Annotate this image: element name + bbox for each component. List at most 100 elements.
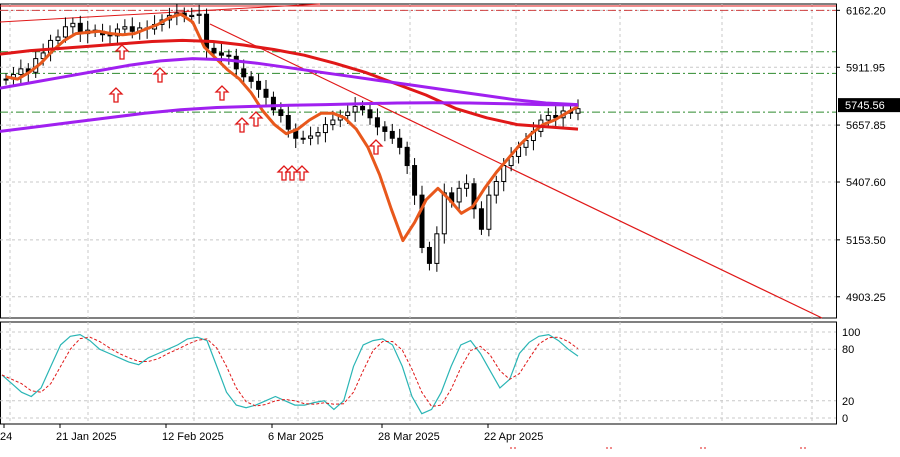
signal-arrow-up-icon: [368, 139, 384, 155]
x-tick-label: 6 Mar 2025: [268, 431, 324, 443]
candle-body: [270, 96, 276, 111]
candle: [382, 121, 388, 142]
y-tick-label: 5153.50: [846, 235, 886, 247]
candle-body: [315, 132, 321, 137]
candle-body: [211, 47, 217, 54]
candle-body: [114, 28, 120, 37]
stochastic-k-line: [1, 333, 579, 415]
candle: [70, 17, 76, 34]
candle: [493, 175, 499, 204]
candle: [464, 174, 470, 197]
candle-body: [196, 13, 202, 16]
candle-body: [122, 26, 128, 30]
candle-body: [308, 135, 314, 139]
candle: [374, 108, 380, 136]
candle-body: [218, 52, 224, 56]
candle: [263, 79, 269, 108]
candle-body: [40, 52, 46, 60]
x-tick-label: 28 Mar 2025: [378, 431, 440, 443]
trendline-descending: [209, 23, 823, 319]
candle-body: [345, 111, 351, 116]
candle: [248, 71, 254, 89]
candle-body: [412, 165, 418, 196]
candle: [404, 141, 410, 174]
signal-arrow-up-icon: [248, 111, 264, 127]
candle: [434, 226, 440, 272]
sub-y-tick-label: 100: [842, 327, 860, 339]
candle-body: [278, 109, 284, 116]
candle: [575, 99, 581, 121]
candle-body: [478, 208, 484, 230]
candle-body: [419, 194, 425, 248]
candle-body: [62, 26, 68, 38]
candle-body: [256, 80, 262, 90]
candle-body: [367, 109, 373, 119]
candle-body: [55, 36, 61, 41]
candle-body: [382, 126, 388, 132]
y-tick-label: 5407.60: [846, 177, 886, 189]
candle: [18, 59, 24, 83]
candle-body: [300, 137, 306, 140]
current-price-tag: 5745.56: [838, 98, 900, 113]
candle-body: [486, 194, 492, 230]
candle: [426, 241, 432, 271]
candle-body: [501, 165, 507, 182]
candle: [389, 123, 395, 144]
sub-y-tick-label: 80: [842, 344, 854, 356]
candle: [256, 73, 262, 98]
candle-body: [360, 105, 366, 111]
candle-body: [441, 192, 447, 235]
x-tick-label: 21 Jan 2025: [56, 431, 117, 443]
ma-line-slow-ma-lower: [0, 101, 579, 133]
ma-line-medium-ma: [0, 38, 579, 131]
ma-line-slow-ma-upper: [0, 57, 579, 107]
candle: [300, 130, 306, 144]
signal-arrow-up-icon: [294, 165, 310, 181]
candle-body: [18, 68, 24, 76]
candle: [196, 4, 202, 24]
candle-body: [434, 233, 440, 264]
candle: [122, 19, 128, 35]
candle-body: [397, 137, 403, 148]
x-tick-label: 24: [0, 431, 12, 443]
candle-body: [330, 119, 336, 126]
candle: [352, 97, 358, 122]
candle-body: [493, 180, 499, 196]
candle: [3, 73, 9, 85]
sub-y-tick-label: 0: [842, 413, 848, 425]
current-price-label: 5745.56: [845, 100, 885, 112]
candle: [412, 158, 418, 205]
candle-body: [404, 146, 410, 167]
current-price-bg: [838, 98, 900, 113]
candle: [270, 91, 276, 116]
candle: [315, 126, 321, 145]
candle: [308, 126, 314, 146]
sub-y-tick-label: 20: [842, 396, 854, 408]
candle: [241, 59, 247, 83]
candle-body: [426, 246, 432, 264]
candle-body: [545, 114, 551, 121]
candle-body: [226, 54, 232, 57]
candle: [226, 49, 232, 65]
candle-body: [204, 13, 210, 49]
y-tick-label: 4903.25: [846, 292, 886, 304]
x-tick-label: 22 Apr 2025: [484, 431, 543, 443]
candle-body: [241, 68, 247, 78]
candle-body: [471, 183, 477, 210]
ma-line-fast-ma: [5, 12, 579, 243]
y-tick-label: 5911.95: [846, 62, 885, 74]
candle-body: [322, 124, 328, 134]
trendline-upper: [0, 3, 321, 23]
candle-body: [263, 88, 269, 98]
candle-body: [352, 105, 358, 113]
x-tick-label: 12 Feb 2025: [162, 431, 224, 443]
candle-body: [70, 22, 76, 28]
candle: [456, 180, 462, 210]
y-tick-label: 6162.20: [846, 5, 886, 17]
candle: [471, 178, 477, 219]
candle: [322, 117, 328, 143]
signal-arrow-up-icon: [234, 117, 250, 133]
candle: [397, 128, 403, 155]
candle-body: [374, 117, 380, 128]
